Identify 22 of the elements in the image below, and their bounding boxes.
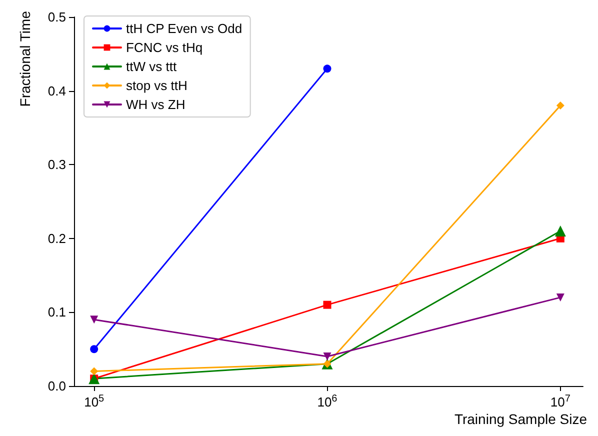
point [556,293,564,302]
y-tick-label: 0.4 [48,83,66,98]
point [556,102,564,110]
point [554,226,566,237]
legend-label: ttW vs ttt [126,59,177,74]
point [323,300,332,309]
y-tick-label: 0.2 [48,230,66,246]
point [323,64,332,73]
y-tick-label: 0.3 [48,157,66,172]
y-tick-label: 0.0 [48,378,66,394]
y-tick-label: 0.1 [48,304,66,320]
legend-label: WH vs ZH [126,97,186,112]
point [90,316,98,324]
y-tick-label: 0.5 [48,10,66,24]
x-axis-title: Training Sample Size [454,411,588,427]
point [90,367,98,376]
legend-label: stop vs ttH [126,78,188,93]
point [323,352,332,360]
point [90,345,98,354]
legend-label: ttH CP Even vs Odd [126,21,242,36]
y-axis-title: Fractional Time [17,10,33,107]
legend-label: FCNC vs tHq [126,40,203,55]
